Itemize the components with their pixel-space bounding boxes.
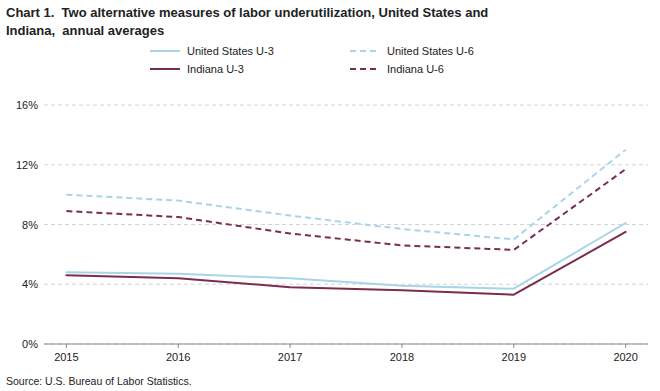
legend-label: Indiana U-3	[187, 63, 244, 75]
legend-swatch	[350, 68, 380, 70]
x-tick	[401, 344, 402, 348]
legend-swatch	[150, 68, 180, 70]
series-line	[66, 232, 625, 295]
title-line: Indiana, annual averages	[6, 23, 164, 38]
y-tick-label: 0%	[22, 338, 38, 350]
grid-line	[44, 224, 648, 225]
grid-line	[44, 105, 648, 106]
x-tick	[625, 344, 626, 348]
legend-item: United States U-3	[150, 45, 274, 57]
x-tick-label: 2017	[278, 351, 302, 363]
series-line	[66, 169, 625, 250]
x-tick	[513, 344, 514, 348]
grid-line	[44, 164, 648, 165]
legend: United States U-3 United States U-6 Indian…	[150, 45, 474, 75]
title: Chart 1. Two alternative measures of lab…	[6, 5, 488, 38]
title-line: Chart 1. Two alternative measures of lab…	[6, 5, 488, 20]
y-tick-label: 4%	[22, 278, 38, 290]
grid-line	[44, 284, 648, 285]
legend-item: Indiana U-6	[350, 63, 444, 75]
grid-line	[44, 344, 648, 345]
x-tick-label: 2016	[166, 351, 190, 363]
annotation: Source: U.S. Bureau of Labor Statistics.	[6, 375, 192, 387]
x-tick-label: 2018	[390, 351, 414, 363]
y-tick-label: 16%	[16, 99, 38, 111]
legend-swatch	[350, 50, 380, 52]
y-tick-label: 12%	[16, 159, 38, 171]
legend-label: United States U-3	[187, 45, 274, 57]
y-tick-label: 8%	[22, 219, 38, 231]
x-tick	[66, 344, 67, 348]
legend-item: United States U-6	[350, 45, 474, 57]
legend-label: Indiana U-6	[387, 63, 444, 75]
legend-item: Indiana U-3	[150, 63, 244, 75]
chart: Chart 1. Two alternative measures of lab…	[0, 0, 660, 391]
x-tick	[290, 344, 291, 348]
x-tick	[178, 344, 179, 348]
grid	[44, 105, 648, 344]
series-line	[66, 150, 625, 240]
x-tick-label: 2019	[502, 351, 526, 363]
x-tick-label: 2015	[54, 351, 78, 363]
x-tick-label: 2020	[613, 351, 637, 363]
legend-label: United States U-6	[387, 45, 474, 57]
legend-swatch	[150, 50, 180, 52]
x-axis-line	[44, 344, 648, 345]
lines	[66, 150, 625, 295]
